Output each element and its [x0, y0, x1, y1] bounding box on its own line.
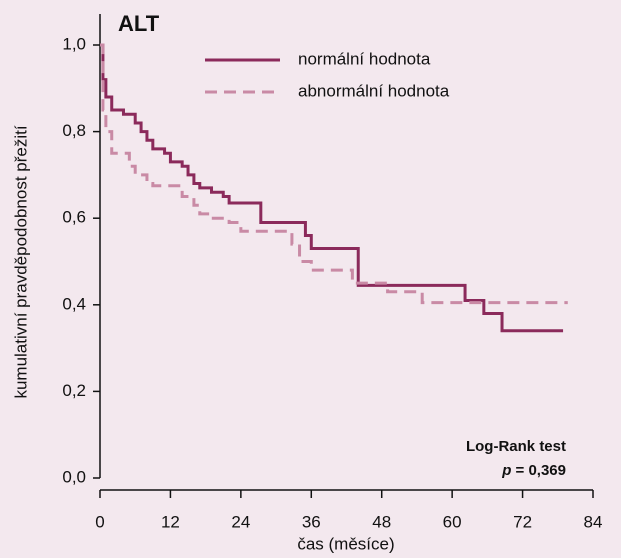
- annotation: Log-Rank test: [466, 438, 566, 455]
- x-tick-label: 0: [95, 512, 104, 531]
- y-tick-label: 1,0: [62, 34, 86, 53]
- y-tick-label: 0,8: [62, 121, 86, 140]
- x-axis-label: čas (měsíce): [297, 534, 394, 553]
- x-tick-label: 24: [231, 512, 250, 531]
- chart-title: ALT: [118, 11, 160, 36]
- x-tick-label: 48: [372, 512, 391, 531]
- y-tick-label: 0,2: [62, 381, 86, 400]
- annotation: p: [501, 462, 511, 479]
- y-axis-label: kumulativní pravděpodobnost přežití: [11, 125, 30, 398]
- y-tick-label: 0,4: [62, 294, 86, 313]
- survival-line: [100, 43, 564, 333]
- x-tick-label: 84: [584, 512, 603, 531]
- x-tick-label: 36: [302, 512, 321, 531]
- x-tick-label: 12: [161, 512, 180, 531]
- y-tick-label: 0,0: [62, 467, 86, 486]
- y-tick-label: 0,6: [62, 208, 86, 227]
- legend-label: abnormální hodnota: [298, 81, 450, 100]
- survival-line: [100, 43, 568, 305]
- x-tick-label: 60: [443, 512, 462, 531]
- annotation: p = 0,369: [501, 462, 566, 479]
- x-tick-label: 72: [513, 512, 532, 531]
- annotation: = 0,369: [516, 462, 566, 479]
- legend-label: normální hodnota: [298, 49, 431, 68]
